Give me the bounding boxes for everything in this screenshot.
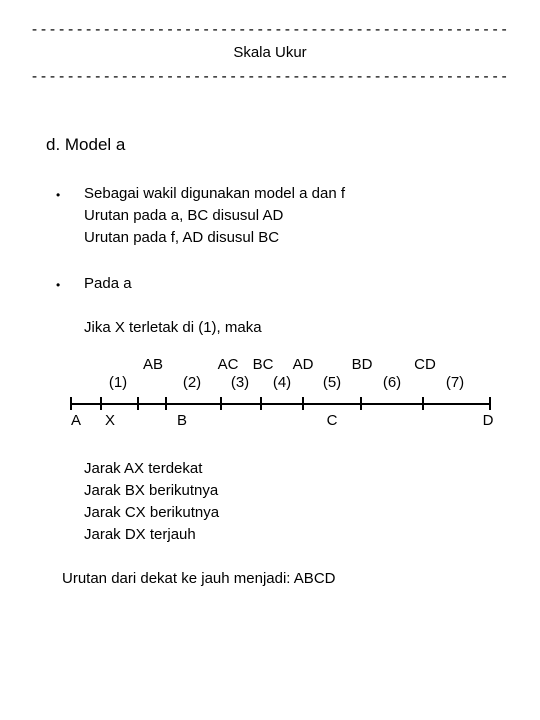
tick	[165, 397, 167, 410]
conclusion: Urutan dari dekat ke jauh menjadi: ABCD	[62, 570, 510, 587]
seg-7: (7)	[446, 374, 464, 391]
label-AC: AC	[218, 356, 239, 373]
label-B: B	[177, 412, 187, 429]
tick	[422, 397, 424, 410]
seg-3: (3)	[231, 374, 249, 391]
page-title: Skala Ukur	[30, 38, 510, 67]
seg-6: (6)	[383, 374, 401, 391]
bottom-dash-line: ----------------------------------------…	[30, 67, 510, 85]
bullet-marker: •	[56, 273, 84, 295]
diagram-top-labels: AB AC BC AD BD CD (1) (2) (3) (4) (5) (6…	[70, 356, 490, 396]
bullet-content: Pada a	[84, 273, 132, 295]
bullet1-line3: Urutan pada f, AD disusul BC	[84, 227, 345, 249]
sub-statement: Jika X terletak di (1), maka	[84, 319, 510, 336]
seg-1: (1)	[109, 374, 127, 391]
seg-4: (4)	[273, 374, 291, 391]
distance-list: Jarak AX terdekat Jarak BX berikutnya Ja…	[84, 458, 510, 546]
axis	[70, 397, 490, 411]
tick	[360, 397, 362, 410]
bullet-marker: •	[56, 183, 84, 249]
jarak-line-2: Jarak BX berikutnya	[84, 480, 510, 502]
label-A: A	[71, 412, 81, 429]
axis-line	[70, 403, 490, 405]
tick	[70, 397, 72, 410]
tick	[100, 397, 102, 410]
seg-2: (2)	[183, 374, 201, 391]
label-AD: AD	[293, 356, 314, 373]
bullet-content: Sebagai wakil digunakan model a dan f Ur…	[84, 183, 345, 249]
bullet-item-2: • Pada a	[56, 273, 510, 295]
label-D: D	[483, 412, 494, 429]
label-X: X	[105, 412, 115, 429]
seg-5: (5)	[323, 374, 341, 391]
label-CD: CD	[414, 356, 436, 373]
section-heading: d. Model a	[46, 135, 510, 155]
jarak-line-3: Jarak CX berikutnya	[84, 502, 510, 524]
tick	[302, 397, 304, 410]
top-dash-line: ----------------------------------------…	[30, 20, 510, 38]
tick	[220, 397, 222, 410]
number-line-diagram: AB AC BC AD BD CD (1) (2) (3) (4) (5) (6…	[70, 356, 490, 434]
label-AB: AB	[143, 356, 163, 373]
tick	[137, 397, 139, 410]
label-BC: BC	[253, 356, 274, 373]
bullet1-line2: Urutan pada a, BC disusul AD	[84, 205, 345, 227]
jarak-line-1: Jarak AX terdekat	[84, 458, 510, 480]
label-BD: BD	[352, 356, 373, 373]
jarak-line-4: Jarak DX terjauh	[84, 524, 510, 546]
diagram-bottom-labels: A X B C D	[70, 412, 490, 434]
tick	[260, 397, 262, 410]
tick	[489, 397, 491, 410]
label-C: C	[327, 412, 338, 429]
bullet-item-1: • Sebagai wakil digunakan model a dan f …	[56, 183, 510, 249]
bullet1-line1: Sebagai wakil digunakan model a dan f	[84, 183, 345, 205]
bullet2-line1: Pada a	[84, 273, 132, 295]
